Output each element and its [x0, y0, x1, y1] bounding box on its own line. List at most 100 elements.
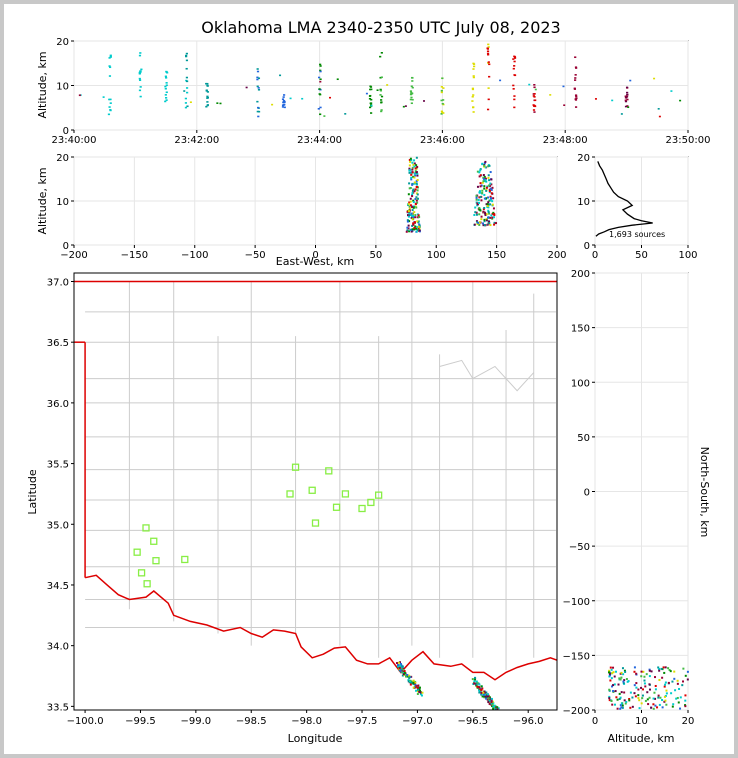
plan-source-point	[410, 681, 413, 684]
ew-source-point	[410, 176, 413, 179]
time-altitude-source-point	[257, 115, 260, 118]
time-altitude-source-point	[440, 99, 443, 102]
plan-source-point	[482, 691, 485, 694]
ew-source-point	[415, 206, 418, 209]
ew-source-point	[476, 222, 479, 225]
ew-source-point	[410, 230, 413, 233]
time-altitude-source-point	[139, 52, 142, 54]
time-altitude-source-point	[533, 111, 536, 113]
ew-source-point	[408, 207, 411, 210]
ns-source-point	[619, 696, 622, 699]
ns-source-point	[640, 686, 643, 689]
time-altitude-source-point	[206, 104, 209, 107]
time-altitude-source-point	[282, 96, 285, 98]
ns-source-point	[658, 669, 661, 672]
ns-source-point	[676, 682, 679, 685]
ew-altitude-tick-label: 10	[56, 197, 69, 208]
plan-source-point	[401, 674, 404, 677]
plan-source-point	[409, 680, 412, 683]
time-altitude-source-point	[410, 76, 414, 79]
ns-source-point	[610, 668, 613, 671]
ns-source-point	[646, 698, 649, 701]
ew-source-point	[476, 185, 479, 188]
ew-source-point	[416, 226, 419, 229]
time-altitude-source-point	[271, 103, 274, 106]
ns-source-point	[620, 671, 623, 674]
ew-source-point	[406, 220, 409, 223]
ns-tick-label: −100	[563, 597, 590, 608]
time-altitude-source-point	[205, 82, 208, 85]
ew-source-point	[415, 196, 418, 199]
ns-source-point	[608, 695, 611, 698]
plan-source-point	[488, 699, 491, 702]
time-altitude-source-point	[189, 101, 192, 104]
time-altitude-source-point	[386, 84, 389, 86]
ns-tick-label: 0	[584, 488, 590, 499]
time-altitude-source-point	[410, 102, 413, 105]
plan-source-point	[484, 695, 487, 698]
ns-source-point	[620, 676, 623, 679]
time-altitude-source-point	[257, 77, 261, 80]
time-altitude-source-point	[281, 104, 285, 106]
ns-source-point	[625, 678, 628, 681]
time-altitude-source-point	[256, 100, 259, 103]
plan-source-point	[401, 671, 404, 674]
plan-source-point	[412, 679, 415, 682]
time-altitude-source-point	[257, 88, 261, 91]
ew-source-point	[488, 222, 491, 225]
ew-source-point	[411, 218, 414, 221]
ew-source-point	[408, 212, 411, 215]
ew-source-point	[484, 166, 487, 169]
time-altitude-source-point	[183, 90, 186, 92]
plan-source-point	[481, 695, 484, 698]
time-altitude-source-point	[574, 98, 577, 100]
ew-source-point	[482, 210, 485, 213]
time-altitude-source-point	[256, 76, 259, 79]
hist-tick-label: 50	[635, 250, 648, 261]
ns-source-point	[610, 677, 613, 680]
ew-source-point	[493, 223, 496, 226]
ns-source-point	[608, 674, 611, 677]
ew-source-point	[412, 163, 415, 166]
latitude-tick-label: 37.0	[47, 277, 69, 288]
ew-source-point	[488, 184, 491, 187]
time-altitude-source-point	[574, 56, 577, 59]
time-altitude-source-point	[575, 67, 578, 69]
time-altitude-source-point	[205, 105, 208, 108]
ew-source-point	[414, 174, 417, 177]
ew-tick-label: −50	[245, 250, 266, 261]
east-west-ylabel: Altitude, km	[36, 167, 49, 234]
ew-source-point	[483, 187, 486, 190]
ns-source-point	[648, 668, 651, 671]
ns-source-point	[648, 688, 651, 691]
ns-source-point	[611, 672, 614, 675]
time-altitude-source-point	[185, 67, 188, 70]
ew-source-point	[482, 176, 485, 179]
ew-source-point	[488, 212, 491, 215]
plan-source-point	[490, 701, 493, 704]
ew-source-point	[483, 175, 486, 178]
ns-source-point	[668, 668, 671, 671]
ew-source-point	[483, 197, 486, 200]
ew-source-point	[407, 210, 410, 213]
ns-source-point	[623, 691, 626, 694]
ew-source-point	[410, 172, 413, 175]
ns-source-point	[633, 692, 636, 695]
plan-source-point	[478, 686, 481, 689]
ew-altitude-tick-label: 0	[63, 241, 69, 252]
ns-source-point	[635, 672, 638, 675]
time-altitude-source-point	[109, 109, 112, 111]
time-tick-label: 23:48:00	[543, 135, 588, 146]
plan-source-point	[483, 690, 486, 693]
plan-source-point	[493, 704, 496, 707]
ns-source-point	[614, 690, 617, 693]
ns-tick-label: 200	[571, 269, 590, 280]
ew-source-point	[409, 213, 412, 216]
ew-source-point	[491, 186, 494, 189]
ew-tick-label: 150	[487, 250, 506, 261]
ns-source-point	[650, 670, 653, 673]
time-altitude-source-point	[624, 95, 627, 98]
time-altitude-source-point	[323, 115, 326, 117]
source-count-label: 1,693 sources	[609, 230, 665, 239]
ns-source-point	[611, 703, 614, 706]
